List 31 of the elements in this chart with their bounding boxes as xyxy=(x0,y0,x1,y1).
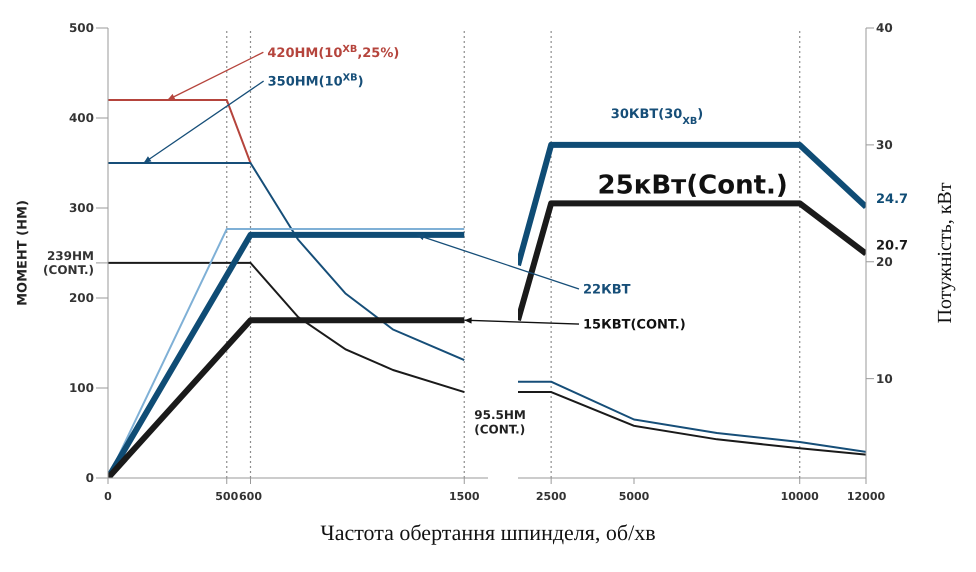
y-tick-label: 400 xyxy=(68,111,94,126)
y-tick-label: 200 xyxy=(68,291,94,306)
x-tick-label: 2500 xyxy=(536,490,567,503)
y-tick-label: 0 xyxy=(86,471,94,486)
x-tick-label: 0 xyxy=(104,490,112,503)
y2-tick-label: 10 xyxy=(876,372,893,386)
annotation: 95.5НМ (CONT.) xyxy=(474,408,526,436)
data-label: 20.7 xyxy=(876,238,908,254)
x-axis-title: Частота обертання шпинделя, об/хв xyxy=(319,519,657,547)
annotation: 350НМ(10$^{ХВ}$) xyxy=(268,72,364,90)
x-tick-label: 12000 xyxy=(846,490,886,503)
y-tick-label: 100 xyxy=(68,381,94,396)
y2-tick-label: 20 xyxy=(876,254,893,269)
y-tick-label: 300 xyxy=(68,201,94,216)
x-tick-label: 10000 xyxy=(780,490,820,503)
y2-tick-label: 30 xyxy=(876,138,893,152)
annotation: 30КВТ(30$_{ХВ}$) xyxy=(610,107,704,126)
data-label: 24.7 xyxy=(876,192,908,207)
y-tick-label: 500 xyxy=(68,21,94,36)
y2-tick-label: 40 xyxy=(876,21,893,36)
x-tick-label: 5000 xyxy=(618,490,650,503)
annotation: 25кВт(Cont.) xyxy=(598,170,788,201)
y-tick-label: 239НМ (CONT.) xyxy=(43,249,94,277)
annotation: 22КВТ xyxy=(583,282,631,298)
annotation: 15КВТ(CONT.) xyxy=(583,318,686,333)
y2-axis-title: Потужність, кВт xyxy=(934,182,956,324)
x-tick-label: 1500 xyxy=(448,490,480,503)
y-axis-title: МОМЕНТ (НМ) xyxy=(16,200,31,306)
annotation: 420НМ(10$^{ХВ}$,25%) xyxy=(267,43,400,61)
x-tick-label: 500 xyxy=(215,490,239,503)
x-tick-label: 600 xyxy=(239,490,262,503)
